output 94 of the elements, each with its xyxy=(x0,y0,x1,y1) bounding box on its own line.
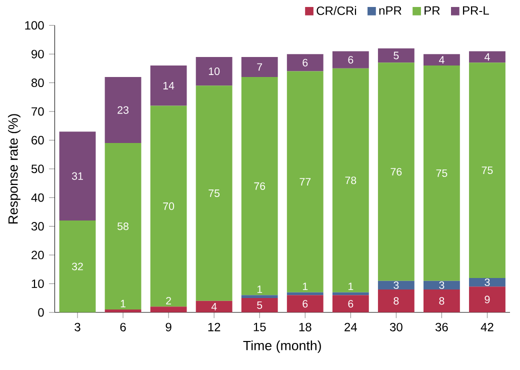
data-label: 1 xyxy=(257,286,262,294)
x-tick-label: 3 xyxy=(74,322,80,332)
bar xyxy=(241,295,278,298)
x-tick-label: 18 xyxy=(299,322,312,332)
data-label: 1 xyxy=(120,300,126,308)
bar xyxy=(332,51,369,69)
data-label: 75 xyxy=(436,170,448,178)
data-label: 75 xyxy=(482,166,493,174)
bar xyxy=(469,278,506,287)
x-tick-label: 42 xyxy=(480,322,494,332)
bar xyxy=(196,86,232,302)
bar xyxy=(104,143,142,310)
y-tick-label: 80 xyxy=(31,78,44,88)
bar xyxy=(286,54,324,72)
bar xyxy=(378,48,414,63)
data-label: 6 xyxy=(348,56,354,64)
y-tick-label: 50 xyxy=(31,164,44,174)
data-label: 70 xyxy=(163,202,174,210)
bar xyxy=(424,54,460,66)
data-label: 8 xyxy=(439,297,444,305)
bar xyxy=(241,57,278,78)
bar xyxy=(286,71,324,292)
y-tick-label: 70 xyxy=(32,107,44,116)
data-label: 78 xyxy=(345,176,356,184)
y-tick-label: 60 xyxy=(32,136,44,145)
x-axis-title: Time (month) xyxy=(243,340,321,354)
data-label: 4 xyxy=(438,56,444,64)
bar xyxy=(104,77,142,144)
data-label: 3 xyxy=(439,281,444,290)
legend-label: nPR xyxy=(379,6,402,15)
legend-label: PR-L xyxy=(463,6,489,15)
bar xyxy=(59,132,96,221)
data-label: 1 xyxy=(348,282,354,290)
x-tick-label: 36 xyxy=(435,322,448,332)
bar xyxy=(241,298,278,312)
y-tick-label: 0 xyxy=(38,308,44,317)
data-label: 1 xyxy=(302,282,308,290)
x-tick-label: 9 xyxy=(166,322,172,332)
bar xyxy=(150,106,187,307)
bar xyxy=(150,66,187,106)
bar xyxy=(196,301,232,312)
data-label: 9 xyxy=(484,296,490,304)
x-tick-label: 15 xyxy=(254,322,266,332)
data-label: 23 xyxy=(118,106,128,114)
data-label: 14 xyxy=(163,82,174,90)
bar xyxy=(424,66,460,281)
data-label: 6 xyxy=(302,59,308,67)
data-label: 31 xyxy=(72,172,83,180)
y-tick-label: 20 xyxy=(32,250,44,260)
x-tick-label: 12 xyxy=(208,322,220,332)
x-tick-label: 30 xyxy=(390,322,402,332)
bar xyxy=(469,51,506,63)
data-label: 3 xyxy=(394,281,399,290)
data-label: 4 xyxy=(484,53,490,61)
data-label: 32 xyxy=(72,262,83,270)
bar xyxy=(332,295,369,312)
data-label: 5 xyxy=(257,302,262,310)
bar xyxy=(241,77,278,296)
legend-label: CR/CRi xyxy=(316,6,356,16)
data-label: 77 xyxy=(300,178,311,186)
y-tick-label: 100 xyxy=(25,21,44,30)
data-label: 4 xyxy=(211,303,217,310)
bar xyxy=(378,290,414,312)
x-tick-label: 6 xyxy=(120,322,126,332)
data-label: 76 xyxy=(254,182,266,190)
bar xyxy=(424,290,460,312)
bar xyxy=(424,280,460,290)
y-tick-label: 30 xyxy=(31,222,44,231)
y-axis-title: Response rate (%) xyxy=(8,114,20,224)
data-label: 76 xyxy=(390,168,402,176)
bar xyxy=(469,62,506,278)
data-label: 7 xyxy=(257,63,262,71)
bar xyxy=(378,280,414,290)
data-label: 6 xyxy=(302,300,308,308)
bar xyxy=(150,306,187,312)
data-label: 3 xyxy=(484,278,490,286)
bar xyxy=(286,295,324,312)
bar xyxy=(332,68,369,292)
data-label: 8 xyxy=(394,297,399,305)
y-tick-label: 90 xyxy=(32,50,44,58)
x-tick-label: 24 xyxy=(344,322,357,332)
bar xyxy=(469,286,506,312)
data-label: 75 xyxy=(208,190,220,198)
data-label: 5 xyxy=(394,52,399,60)
bar xyxy=(196,57,232,86)
data-label: 58 xyxy=(118,222,128,230)
y-tick-label: 10 xyxy=(32,280,44,288)
data-label: 10 xyxy=(208,68,220,76)
bar xyxy=(378,62,414,281)
y-tick-label: 40 xyxy=(31,193,44,202)
legend-label: PR xyxy=(424,6,440,15)
data-label: 2 xyxy=(166,297,171,304)
bar xyxy=(59,220,96,312)
data-label: 6 xyxy=(348,300,354,308)
